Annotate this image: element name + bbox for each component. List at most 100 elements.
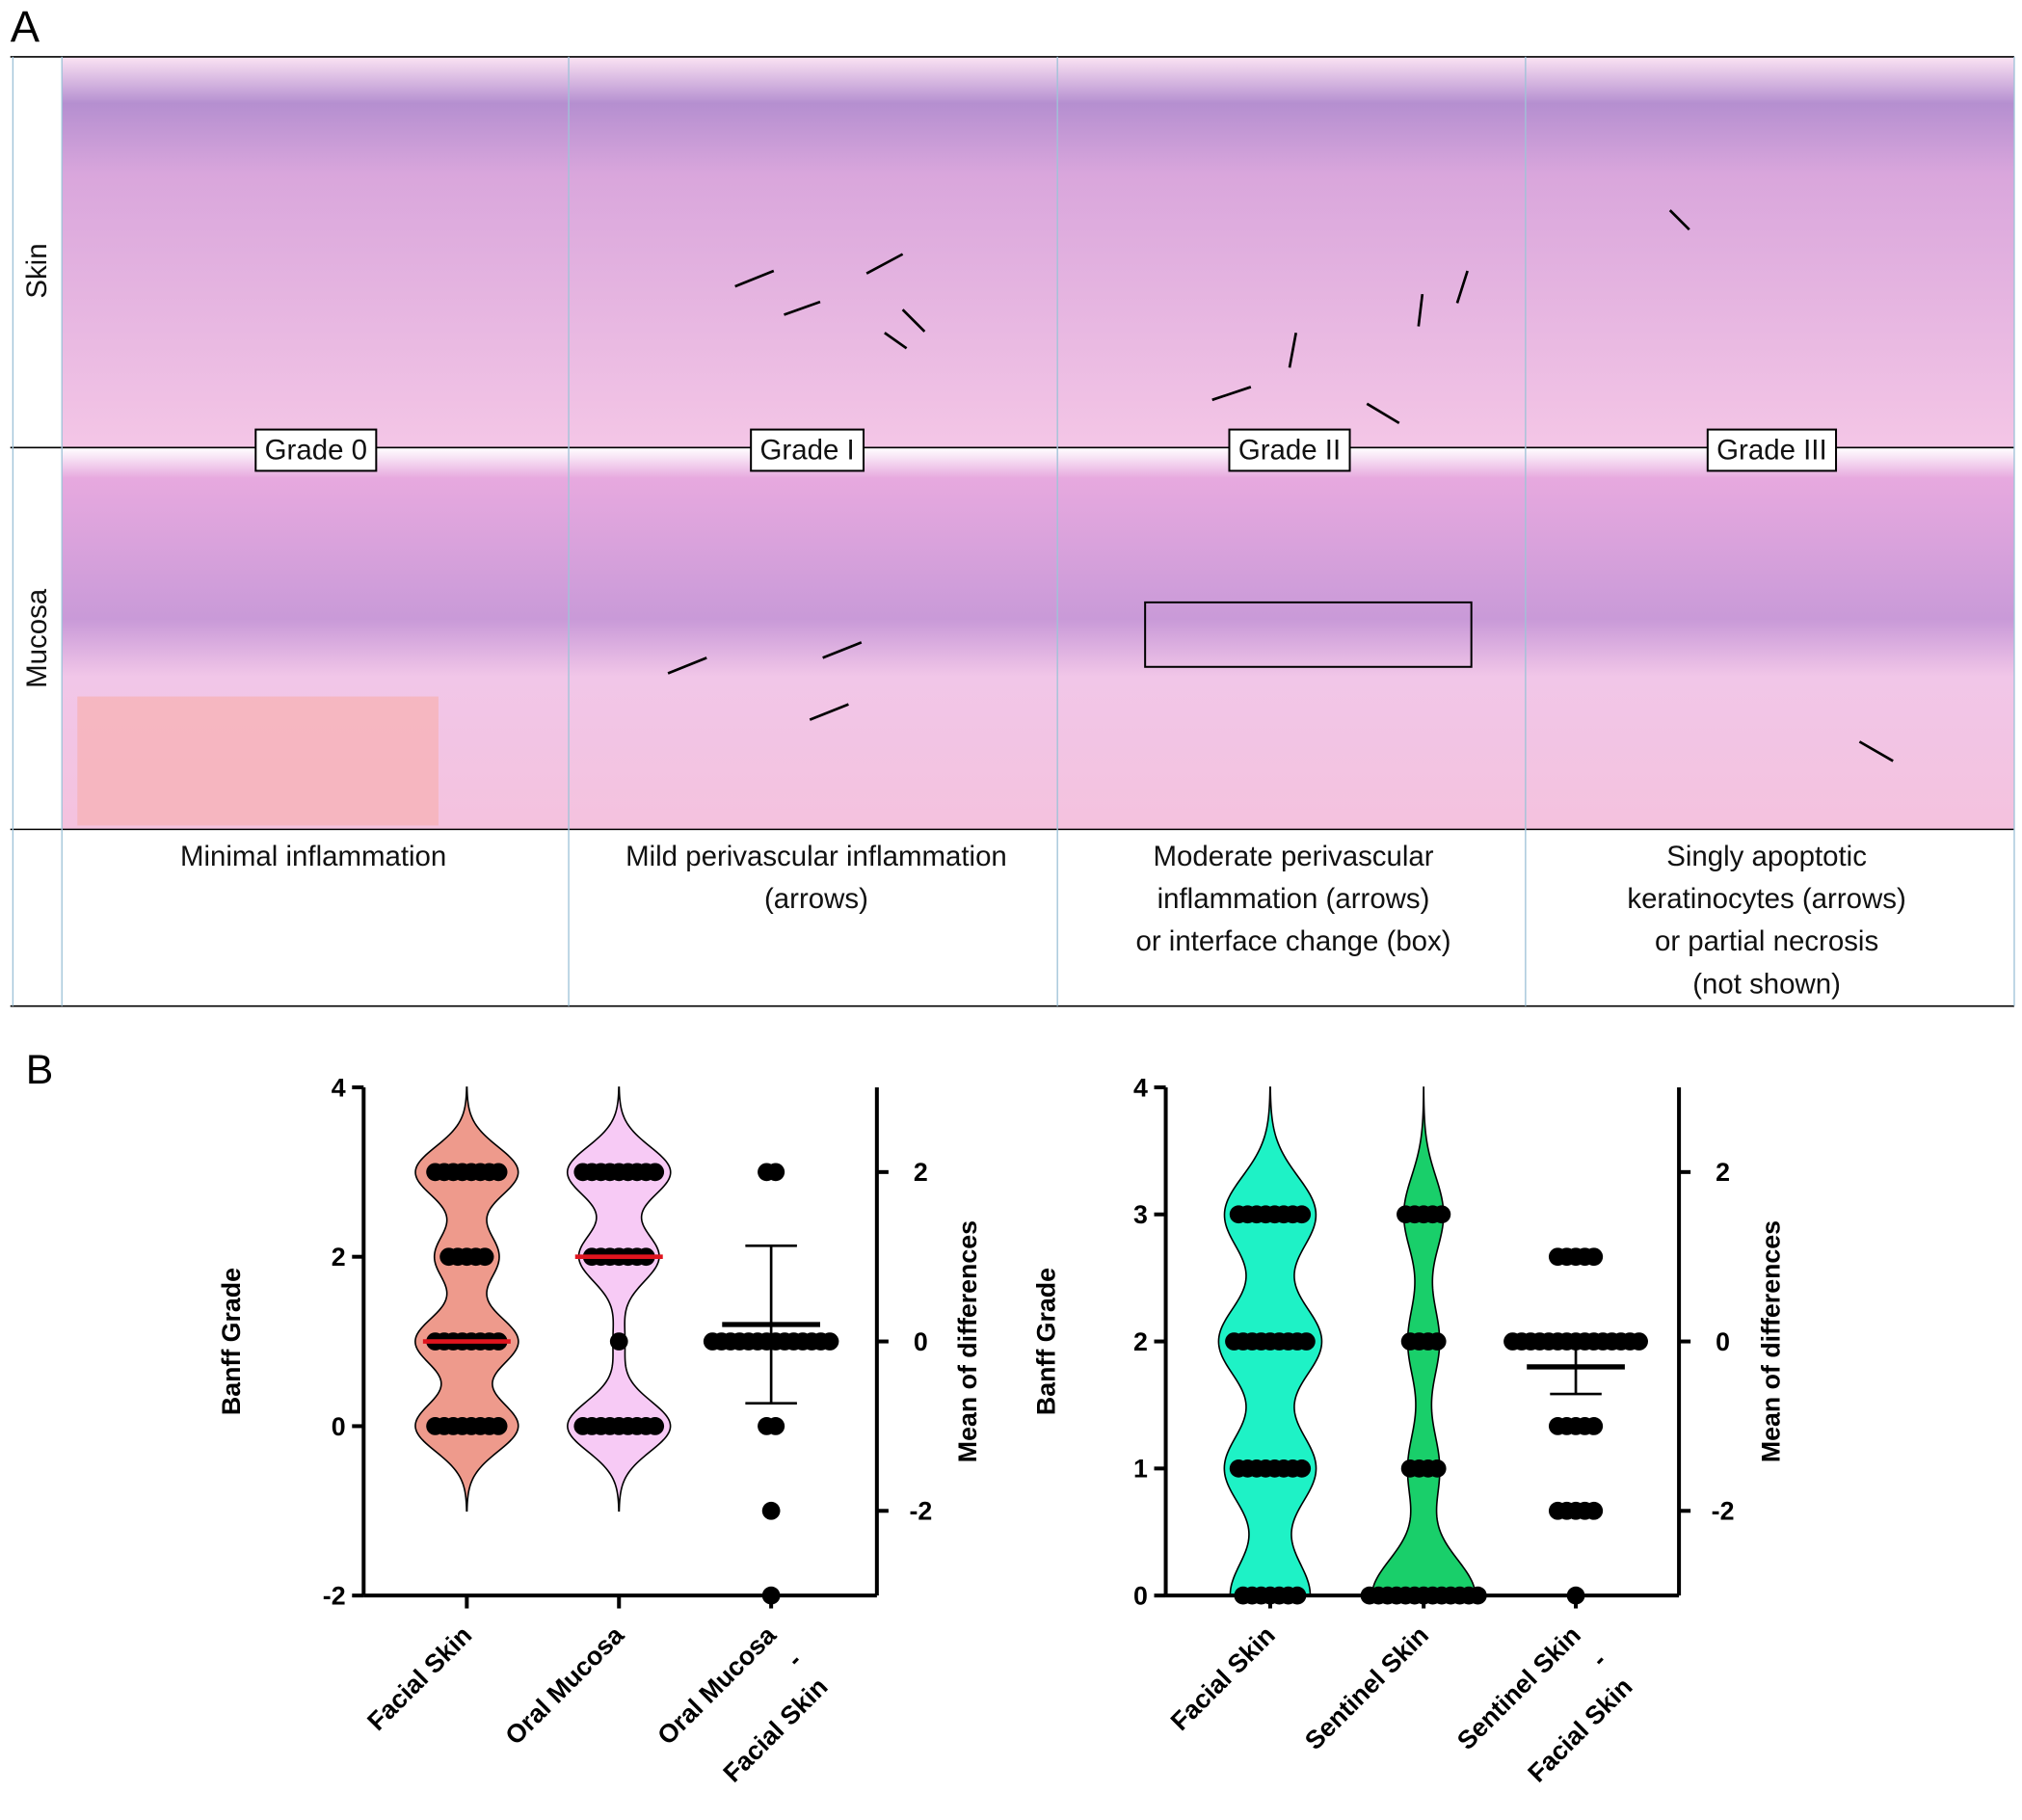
arrow (884, 332, 908, 350)
grade-description: keratinocytes (arrows) (1627, 883, 1905, 915)
y2-axis-title: Mean of differences (1756, 1220, 1785, 1462)
data-point (609, 1332, 628, 1351)
data-point (646, 1163, 665, 1182)
y2-tick-label: -2 (909, 1497, 932, 1526)
y-tick-label: -2 (323, 1582, 346, 1611)
data-point (1584, 1247, 1604, 1267)
grade-label: Grade 0 (265, 434, 367, 466)
y-axis-title: Banff Grade (1031, 1268, 1060, 1415)
histology-image (1057, 56, 1526, 448)
data-point (489, 1417, 508, 1435)
arrow (1858, 740, 1894, 763)
arrow (667, 656, 707, 675)
interface-box (1144, 601, 1473, 668)
grade-box (750, 428, 865, 472)
y2-axis-title: Mean of differences (953, 1220, 982, 1462)
violin (566, 1086, 672, 1512)
grade-description: Singly apoptotic (1666, 841, 1867, 872)
grade-description: (not shown) (1692, 968, 1841, 1000)
grade-box (1706, 428, 1838, 472)
grade-label: Grade I (760, 434, 855, 466)
data-point (1297, 1332, 1316, 1351)
data-point (1427, 1332, 1447, 1351)
arrow (734, 269, 775, 288)
y2-tick-label: 2 (914, 1158, 928, 1187)
grade-description: Moderate perivascular (1153, 841, 1433, 872)
data-point (766, 1163, 785, 1182)
data-point (475, 1247, 494, 1267)
arrow (809, 703, 849, 721)
violin (1370, 1086, 1477, 1596)
y2-tick-label: 2 (1716, 1158, 1730, 1187)
grade-box (254, 428, 378, 472)
data-point (1427, 1459, 1447, 1478)
violin (1217, 1086, 1323, 1596)
histology-image (1057, 447, 1526, 830)
data-point (1292, 1459, 1312, 1478)
histology-image (1525, 56, 2014, 448)
grade-description: Mild perivascular inflammation (625, 841, 1007, 872)
y-tick-label: 2 (1133, 1327, 1148, 1356)
y2-tick-label: -2 (1712, 1497, 1735, 1526)
data-point (646, 1417, 665, 1435)
grade-description: inflammation (arrows) (1157, 883, 1430, 915)
y-tick-label: 3 (1133, 1200, 1148, 1229)
data-point (489, 1163, 508, 1182)
histology-image (569, 56, 1058, 448)
data-point (820, 1332, 839, 1351)
chart: -2 0 2 4 -2 0 2 Banff Grade Mean of differences F… (217, 1073, 982, 1787)
arrow (1455, 270, 1469, 304)
arrow (1211, 386, 1252, 402)
x-tick-label: - (1585, 1646, 1612, 1673)
panel-label: A (11, 2, 40, 51)
y-tick-label: 0 (1133, 1582, 1148, 1611)
arrow (784, 300, 821, 316)
grade-description: or partial necrosis (1655, 925, 1878, 957)
violin (414, 1086, 519, 1512)
y2-tick-label: 0 (1716, 1327, 1730, 1356)
grade-label: Grade III (1716, 434, 1826, 466)
x-tick-label: Sentinel Skin (1299, 1620, 1434, 1755)
data-point (1584, 1417, 1604, 1435)
x-tick-label: Facial Skin (361, 1620, 477, 1736)
y-tick-label: 4 (1133, 1073, 1148, 1102)
arrow (1668, 209, 1690, 231)
grade-description: or interface change (box) (1135, 925, 1450, 957)
histology-image (62, 56, 570, 448)
grade-label: Grade II (1238, 434, 1341, 466)
y2-tick-label: 0 (914, 1327, 928, 1356)
y-tick-label: 4 (332, 1073, 346, 1102)
x-tick-label: Oral Mucosa (499, 1619, 630, 1751)
data-point (1292, 1205, 1312, 1224)
y-tick-label: 1 (1133, 1455, 1148, 1484)
y-tick-label: 0 (332, 1412, 346, 1441)
histology-image (1525, 447, 2014, 830)
y-axis-title: Banff Grade (217, 1268, 246, 1415)
histology-image (77, 696, 439, 826)
histology-image (569, 447, 1058, 830)
arrow (1366, 402, 1400, 425)
x-tick-label: Facial Skin (718, 1673, 834, 1788)
data-point (1584, 1501, 1604, 1520)
histology-grid: Skin Mucosa Grade 0 Grade I Grade II Grade II… (10, 56, 2015, 1007)
data-point (1630, 1332, 1648, 1351)
x-tick-label: Facial Skin (1165, 1620, 1281, 1736)
grade-description: Minimal inflammation (180, 841, 446, 872)
data-point (1432, 1205, 1451, 1224)
arrow (822, 641, 863, 659)
y-tick-label: 2 (332, 1243, 346, 1271)
panel-label: B (26, 1047, 54, 1093)
chart: 0 1 2 3 4 -2 0 2 Banff Grade Mean of differences F… (1031, 1073, 1785, 1787)
row-label: Skin (21, 243, 53, 298)
grade-box (1228, 428, 1351, 472)
x-tick-label: Facial Skin (1522, 1673, 1637, 1788)
data-point (761, 1501, 781, 1520)
grade-description: (arrows) (764, 883, 868, 915)
arrow (901, 308, 926, 333)
x-tick-label: - (781, 1646, 808, 1673)
arrow (865, 253, 904, 275)
data-point (766, 1417, 785, 1435)
